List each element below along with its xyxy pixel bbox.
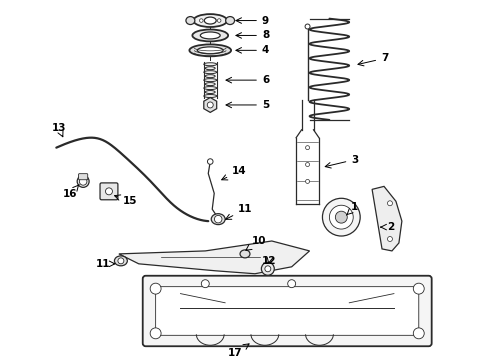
Circle shape: [306, 163, 310, 167]
Text: 1: 1: [346, 202, 359, 215]
Circle shape: [218, 19, 221, 22]
Circle shape: [199, 19, 203, 22]
Text: 14: 14: [221, 166, 247, 180]
FancyBboxPatch shape: [100, 183, 118, 200]
Circle shape: [207, 102, 213, 108]
Text: 15: 15: [115, 195, 137, 206]
Ellipse shape: [205, 91, 215, 94]
Ellipse shape: [204, 17, 216, 24]
FancyBboxPatch shape: [78, 174, 88, 180]
Text: 10: 10: [246, 236, 267, 250]
Polygon shape: [372, 186, 402, 251]
Text: 4: 4: [236, 45, 270, 55]
Circle shape: [335, 211, 347, 223]
Circle shape: [306, 146, 310, 150]
Ellipse shape: [190, 44, 231, 56]
Circle shape: [207, 159, 213, 164]
Circle shape: [305, 24, 310, 29]
Text: 12: 12: [262, 256, 276, 266]
Circle shape: [329, 205, 353, 229]
Circle shape: [150, 328, 161, 339]
Ellipse shape: [205, 75, 215, 78]
FancyBboxPatch shape: [143, 276, 432, 346]
Circle shape: [118, 258, 124, 264]
Circle shape: [413, 328, 424, 339]
Ellipse shape: [77, 175, 89, 187]
Circle shape: [388, 201, 392, 206]
Text: 2: 2: [381, 222, 394, 232]
Ellipse shape: [204, 78, 217, 82]
Text: 7: 7: [358, 53, 389, 66]
Ellipse shape: [115, 256, 127, 266]
Circle shape: [288, 280, 295, 288]
Circle shape: [201, 280, 209, 288]
Polygon shape: [119, 241, 310, 274]
Text: 16: 16: [63, 184, 79, 199]
Circle shape: [265, 266, 271, 272]
Ellipse shape: [205, 82, 215, 86]
Text: 13: 13: [51, 123, 66, 137]
Text: 11: 11: [96, 259, 115, 269]
Ellipse shape: [204, 63, 217, 66]
Ellipse shape: [193, 30, 228, 41]
Text: 3: 3: [325, 154, 359, 168]
Text: 5: 5: [226, 100, 269, 110]
Text: 11: 11: [225, 204, 252, 219]
Circle shape: [79, 177, 87, 185]
Ellipse shape: [204, 71, 217, 74]
Circle shape: [150, 283, 161, 294]
Circle shape: [306, 179, 310, 183]
Ellipse shape: [186, 17, 195, 24]
Text: 6: 6: [226, 75, 269, 85]
Ellipse shape: [205, 67, 215, 70]
Circle shape: [322, 198, 360, 236]
Circle shape: [261, 262, 274, 275]
Ellipse shape: [200, 32, 220, 39]
Text: 9: 9: [236, 15, 269, 26]
Circle shape: [388, 237, 392, 242]
Text: 17: 17: [228, 344, 249, 358]
Ellipse shape: [240, 250, 250, 258]
Ellipse shape: [197, 47, 223, 54]
Ellipse shape: [194, 14, 227, 27]
Circle shape: [215, 215, 222, 223]
Circle shape: [105, 188, 112, 195]
Ellipse shape: [225, 17, 235, 24]
Circle shape: [218, 219, 223, 224]
Circle shape: [413, 283, 424, 294]
Text: 8: 8: [236, 31, 269, 40]
FancyBboxPatch shape: [156, 287, 419, 335]
Ellipse shape: [204, 95, 217, 98]
Ellipse shape: [211, 214, 225, 225]
Ellipse shape: [204, 87, 217, 90]
